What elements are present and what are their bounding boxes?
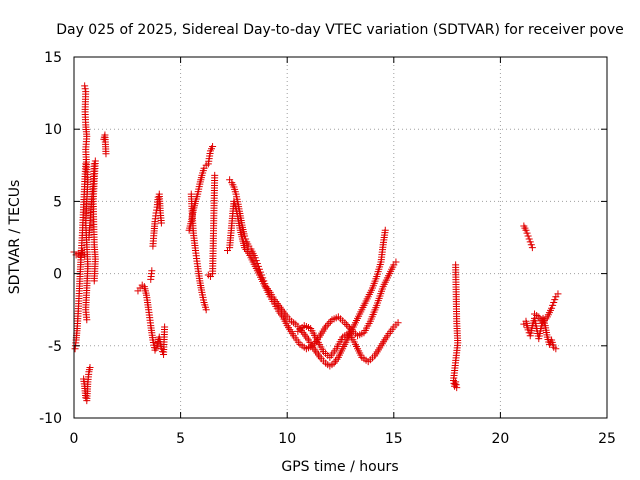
axis-ticks: 0 5 10 15 20 25 -10 -5 0 5 10 15: [39, 50, 616, 447]
data-point-marker: [344, 322, 352, 330]
data-point-marker: [523, 229, 531, 237]
y-axis-title: SDTVAR / TECUs: [7, 180, 23, 295]
data-point-marker: [209, 143, 217, 151]
x-tick-label: 20: [491, 431, 509, 447]
data-point-marker: [392, 258, 400, 266]
data-point-marker: [526, 238, 534, 246]
data-point-marker: [153, 206, 161, 214]
data-point-marker: [549, 301, 557, 309]
data-point-marker: [83, 316, 91, 324]
y-tick-label: 10: [44, 122, 62, 138]
data-point-marker: [322, 323, 330, 331]
data-point-marker: [381, 226, 389, 234]
data-point-marker: [452, 381, 460, 389]
data-point-marker: [342, 321, 350, 329]
y-tick-label: -10: [39, 411, 62, 427]
data-point-marker: [323, 321, 331, 329]
data-point-marker: [550, 298, 558, 306]
x-tick-label: 15: [385, 431, 403, 447]
y-tick-label: 15: [44, 50, 62, 66]
data-point-marker: [154, 193, 162, 201]
data-point-marker: [325, 319, 333, 327]
data-point-marker: [551, 296, 559, 304]
data-point-marker: [86, 363, 94, 371]
chart-title: Day 025 of 2025, Sidereal Day-to-day VTE…: [56, 22, 624, 38]
x-tick-label: 5: [176, 431, 185, 447]
data-point-marker: [211, 171, 219, 179]
data-point-marker: [394, 319, 402, 327]
data-point-marker: [346, 324, 354, 332]
data-point-marker: [102, 150, 110, 158]
x-tick-label: 0: [70, 431, 79, 447]
x-tick-label: 25: [598, 431, 616, 447]
y-tick-label: 0: [53, 267, 62, 283]
data-point-marker: [522, 226, 530, 234]
data-point-marker: [82, 160, 90, 168]
data-point-marker: [202, 306, 210, 314]
data-point-marker: [82, 394, 90, 402]
data-point-marker: [326, 318, 334, 326]
data-point-marker: [161, 323, 169, 331]
data-point-marker: [554, 290, 562, 298]
data-point-marker: [453, 384, 461, 392]
data-point-marker: [81, 82, 89, 90]
y-tick-label: 5: [53, 194, 62, 210]
data-point-marker: [452, 378, 460, 386]
data-point-marker: [341, 319, 349, 327]
data-point-marker: [548, 304, 556, 312]
data-points: [70, 82, 562, 405]
plot-frame: [73, 56, 608, 419]
x-axis-title: GPS time / hours: [281, 459, 398, 475]
data-point-marker: [157, 219, 165, 227]
data-point-marker: [148, 267, 156, 275]
x-tick-label: 10: [278, 431, 296, 447]
y-tick-label: -5: [48, 339, 62, 355]
data-point-marker: [524, 232, 532, 240]
data-point-marker: [527, 241, 535, 249]
data-point-marker: [525, 235, 533, 243]
data-point-marker: [252, 257, 260, 265]
data-point-marker: [552, 345, 560, 353]
data-point-marker: [528, 244, 536, 252]
data-point-marker: [90, 277, 98, 285]
